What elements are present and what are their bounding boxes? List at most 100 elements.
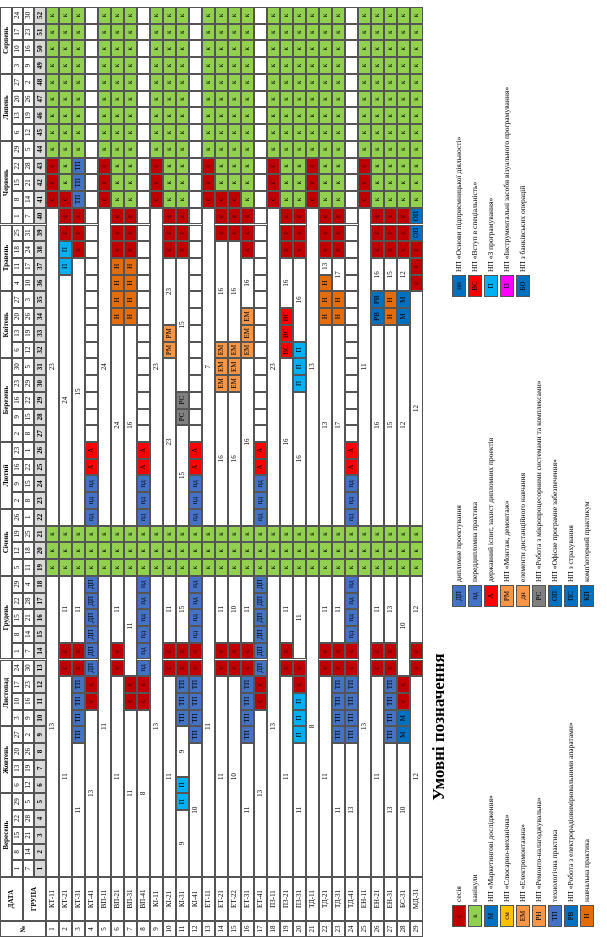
schedule-cell: к <box>215 90 228 108</box>
week-cell <box>254 358 267 376</box>
week-start: 17 <box>12 676 23 693</box>
week-cell <box>345 191 358 208</box>
schedule-cell: М <box>397 308 410 325</box>
legend-code: РВ <box>564 905 578 927</box>
schedule-cell: к <box>163 542 176 560</box>
schedule-cell: с <box>215 207 228 225</box>
schedule-cell: к <box>332 90 345 108</box>
group-name: ТД-11 <box>306 877 319 921</box>
group-name: ЕТ-11 <box>202 877 215 921</box>
theory-block: 11 <box>371 575 384 643</box>
week-cell <box>189 7 202 24</box>
schedule-cell: ТП <box>345 726 358 744</box>
schedule-cell: к <box>46 23 59 41</box>
schedule-cell: к <box>332 525 345 543</box>
schedule-cell: к <box>254 559 267 576</box>
schedule-cell: с <box>241 241 254 258</box>
group-name: ЕТ-22 <box>228 877 241 921</box>
week-cell <box>85 191 98 208</box>
schedule-cell: к <box>397 40 410 58</box>
schedule-cell: с <box>98 191 111 208</box>
schedule-cell: Н <box>124 257 137 275</box>
week-cell <box>345 358 358 376</box>
week-number: 33 <box>34 324 46 342</box>
week-cell <box>189 375 202 392</box>
schedule-cell: А <box>137 442 150 459</box>
schedule-cell: к <box>241 73 254 91</box>
schedule-cell: РМ <box>163 324 176 342</box>
row-number: 23 <box>332 921 345 937</box>
schedule-cell: к <box>163 559 176 576</box>
schedule-cell: к <box>332 7 345 24</box>
schedule-cell: А <box>189 442 202 459</box>
schedule-cell: ЕМ <box>228 341 241 359</box>
schedule-cell: к <box>72 23 85 41</box>
schedule-cell: к <box>202 140 215 158</box>
schedule-cell: пд <box>254 492 267 509</box>
schedule-cell: к <box>72 73 85 91</box>
row-number: 24 <box>345 921 358 937</box>
schedule-cell: РС <box>176 391 189 409</box>
schedule-cell: П <box>59 241 72 258</box>
week-cell <box>345 57 358 74</box>
schedule-cell: с <box>410 659 423 677</box>
week-cell <box>254 157 267 175</box>
week-end: 22 <box>23 458 34 476</box>
week-cell <box>137 291 150 309</box>
schedule-cell: к <box>358 57 371 74</box>
theory-block: 13 <box>306 207 319 526</box>
legend-text: НП з страхування <box>566 525 576 582</box>
schedule-cell: ТП <box>176 692 189 710</box>
legend-code: РМ <box>500 585 514 607</box>
schedule-cell: к <box>72 525 85 543</box>
schedule-cell: к <box>397 140 410 158</box>
header-no: № <box>0 921 46 937</box>
month-label: Червень <box>0 140 12 225</box>
schedule-cell: ТП <box>189 692 202 710</box>
week-end: 8 <box>23 425 34 442</box>
week-cell <box>137 358 150 376</box>
schedule-cell: к <box>111 124 124 141</box>
schedule-cell: с <box>384 207 397 225</box>
schedule-cell: к <box>111 23 124 41</box>
schedule-cell: к <box>410 525 423 543</box>
schedule-cell: с <box>176 642 189 660</box>
schedule-cell: к <box>150 124 163 141</box>
schedule-cell: к <box>280 73 293 91</box>
schedule-cell: к <box>124 559 137 576</box>
schedule-cell: к <box>332 23 345 41</box>
schedule-cell: к <box>410 57 423 74</box>
week-cell <box>189 174 202 192</box>
schedule-cell: с <box>137 676 150 693</box>
schedule-cell: к <box>124 191 137 208</box>
schedule-cell: к <box>163 174 176 192</box>
schedule-cell: к <box>150 542 163 560</box>
schedule-cell: ТП <box>384 726 397 744</box>
week-number: 51 <box>34 23 46 41</box>
schedule-cell: к <box>293 542 306 560</box>
schedule-cell: к <box>410 40 423 58</box>
schedule-cell: А <box>137 458 150 476</box>
legend-code: ВС <box>468 275 482 297</box>
schedule-cell: к <box>228 124 241 141</box>
group-name: ЕТ-41 <box>254 877 267 921</box>
week-number: 3 <box>34 826 46 844</box>
week-number: 10 <box>34 709 46 727</box>
week-cell <box>137 257 150 275</box>
schedule-cell: с <box>267 174 280 192</box>
schedule-cell: к <box>98 559 111 576</box>
legend-text: навчальна практика <box>582 839 592 902</box>
week-number: 5 <box>34 793 46 811</box>
schedule-cell: пд <box>254 508 267 526</box>
schedule-cell: ТП <box>384 709 397 727</box>
theory-block: 13 <box>384 743 397 877</box>
schedule-cell: к <box>176 90 189 108</box>
theory-block: 11 <box>202 575 215 877</box>
schedule-cell: с <box>72 207 85 225</box>
month-label: Березень <box>0 358 12 442</box>
schedule-cell: к <box>228 7 241 24</box>
week-start: 26 <box>12 508 23 526</box>
row-number: 20 <box>293 921 306 937</box>
week-cell <box>345 257 358 275</box>
